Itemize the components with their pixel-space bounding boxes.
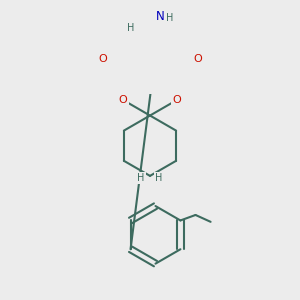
Text: O: O <box>119 95 128 106</box>
Text: O: O <box>193 54 202 64</box>
Text: N: N <box>156 10 165 22</box>
Text: H: H <box>155 173 163 183</box>
Text: O: O <box>98 54 107 64</box>
Text: H: H <box>137 173 145 183</box>
Text: H: H <box>127 23 134 33</box>
Text: O: O <box>172 95 181 106</box>
Text: H: H <box>166 13 174 23</box>
